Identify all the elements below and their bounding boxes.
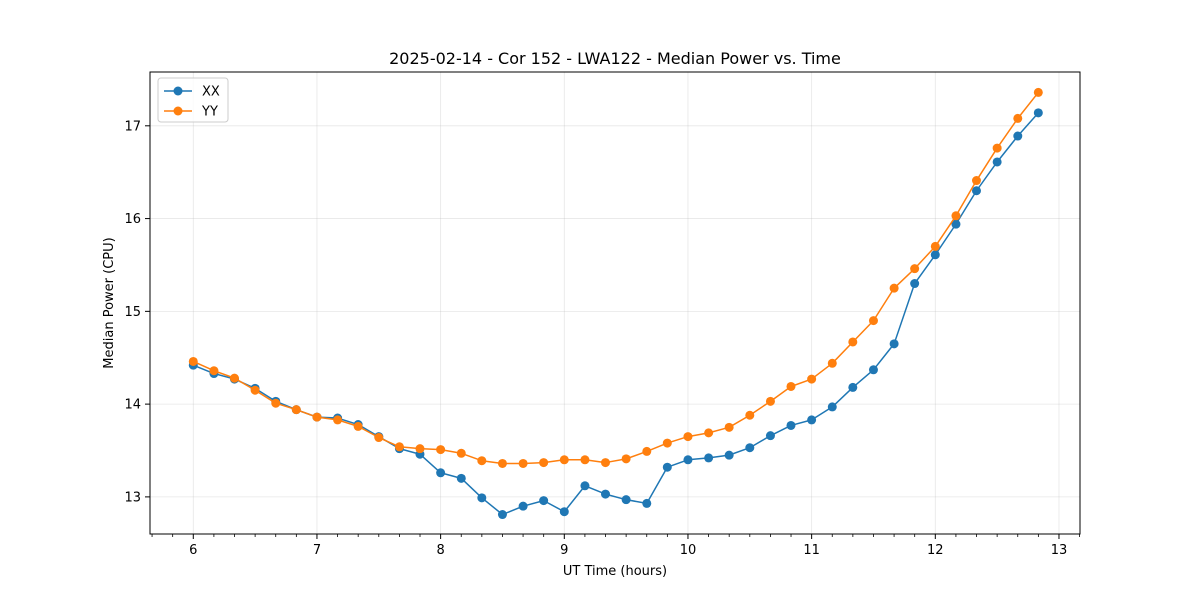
data-point-yy bbox=[600, 458, 610, 468]
data-point-xx bbox=[765, 431, 775, 441]
data-point-yy bbox=[807, 374, 817, 384]
data-point-yy bbox=[250, 385, 260, 395]
data-point-yy bbox=[662, 438, 672, 448]
chart-title: 2025-02-14 - Cor 152 - LWA122 - Median P… bbox=[389, 49, 841, 68]
data-point-yy bbox=[971, 176, 981, 186]
legend: XX YY bbox=[157, 77, 229, 123]
data-point-xx bbox=[827, 402, 837, 412]
data-point-xx bbox=[724, 450, 734, 460]
legend-label-yy: YY bbox=[201, 105, 218, 120]
data-point-xx bbox=[930, 250, 940, 260]
data-point-xx bbox=[745, 443, 755, 453]
data-point-xx bbox=[559, 507, 569, 517]
data-point-yy bbox=[456, 448, 466, 458]
data-point-yy bbox=[291, 405, 301, 415]
data-point-xx bbox=[539, 496, 549, 506]
data-point-xx bbox=[621, 495, 631, 505]
data-point-yy bbox=[497, 458, 507, 468]
data-point-xx bbox=[868, 365, 878, 375]
axis-ticks: 6 7 8 9 10 11 12 13 13 14 15 16 17 bbox=[124, 119, 1080, 558]
data-point-yy bbox=[436, 445, 446, 455]
x-tick-label: 6 bbox=[189, 543, 197, 558]
data-point-yy bbox=[229, 373, 239, 383]
data-point-xx bbox=[1013, 131, 1023, 141]
data-point-xx bbox=[1033, 108, 1043, 118]
data-point-yy bbox=[621, 454, 631, 464]
data-point-yy bbox=[394, 442, 404, 452]
x-tick-label: 13 bbox=[1051, 543, 1068, 558]
legend-label-xx: XX bbox=[202, 85, 220, 100]
data-point-yy bbox=[827, 358, 837, 368]
legend-marker-yy bbox=[173, 106, 183, 116]
data-point-xx bbox=[951, 219, 961, 229]
data-point-xx bbox=[436, 468, 446, 478]
data-point-yy bbox=[868, 316, 878, 326]
data-point-yy bbox=[188, 356, 198, 366]
data-point-xx bbox=[642, 498, 652, 508]
data-point-yy bbox=[951, 211, 961, 221]
data-point-yy bbox=[580, 455, 590, 465]
plot-frame bbox=[149, 71, 1081, 535]
x-tick-label: 12 bbox=[927, 543, 944, 558]
data-point-yy bbox=[415, 444, 425, 454]
data-point-yy bbox=[374, 433, 384, 443]
data-point-yy bbox=[333, 415, 343, 425]
data-point-yy bbox=[889, 283, 899, 293]
y-tick-label: 14 bbox=[124, 398, 141, 413]
data-point-yy bbox=[312, 412, 322, 422]
data-point-yy bbox=[848, 337, 858, 347]
data-point-xx bbox=[477, 493, 487, 503]
data-point-xx bbox=[786, 420, 796, 430]
y-tick-label: 17 bbox=[124, 119, 141, 134]
x-tick-label: 8 bbox=[436, 543, 444, 558]
data-point-yy bbox=[477, 456, 487, 466]
x-tick-label: 7 bbox=[313, 543, 321, 558]
series-group bbox=[188, 87, 1043, 520]
data-point-yy bbox=[786, 381, 796, 391]
x-axis-label: UT Time (hours) bbox=[563, 564, 667, 579]
data-point-yy bbox=[1013, 113, 1023, 123]
data-point-xx bbox=[456, 473, 466, 483]
data-point-yy bbox=[992, 143, 1002, 153]
data-point-yy bbox=[745, 410, 755, 420]
data-point-yy bbox=[683, 432, 693, 442]
data-point-yy bbox=[704, 428, 714, 438]
data-point-xx bbox=[889, 339, 899, 349]
data-point-xx bbox=[600, 489, 610, 499]
data-point-yy bbox=[1033, 87, 1043, 97]
x-tick-label: 10 bbox=[680, 543, 697, 558]
data-point-xx bbox=[662, 462, 672, 472]
data-point-xx bbox=[910, 279, 920, 289]
data-point-xx bbox=[992, 157, 1002, 167]
data-point-yy bbox=[539, 458, 549, 468]
data-point-yy bbox=[642, 446, 652, 456]
data-point-xx bbox=[807, 415, 817, 425]
data-point-xx bbox=[971, 186, 981, 196]
data-point-yy bbox=[271, 398, 281, 408]
y-tick-label: 13 bbox=[124, 490, 141, 505]
data-point-yy bbox=[765, 396, 775, 406]
data-point-yy bbox=[910, 264, 920, 274]
data-point-xx bbox=[580, 481, 590, 491]
grid bbox=[150, 72, 1080, 534]
legend-marker-xx bbox=[173, 86, 183, 96]
data-point-yy bbox=[930, 241, 940, 251]
data-point-xx bbox=[704, 453, 714, 463]
data-point-xx bbox=[497, 510, 507, 520]
y-tick-label: 16 bbox=[124, 212, 141, 227]
x-tick-label: 9 bbox=[560, 543, 568, 558]
data-point-xx bbox=[518, 501, 528, 511]
data-point-xx bbox=[683, 455, 693, 465]
y-axis-label: Median Power (CPU) bbox=[102, 237, 117, 368]
data-point-xx bbox=[848, 382, 858, 392]
data-point-yy bbox=[724, 422, 734, 432]
y-tick-label: 15 bbox=[124, 305, 141, 320]
data-point-yy bbox=[518, 458, 528, 468]
x-tick-label: 11 bbox=[803, 543, 820, 558]
data-point-yy bbox=[353, 421, 363, 431]
data-point-yy bbox=[209, 366, 219, 376]
data-point-yy bbox=[559, 455, 569, 465]
